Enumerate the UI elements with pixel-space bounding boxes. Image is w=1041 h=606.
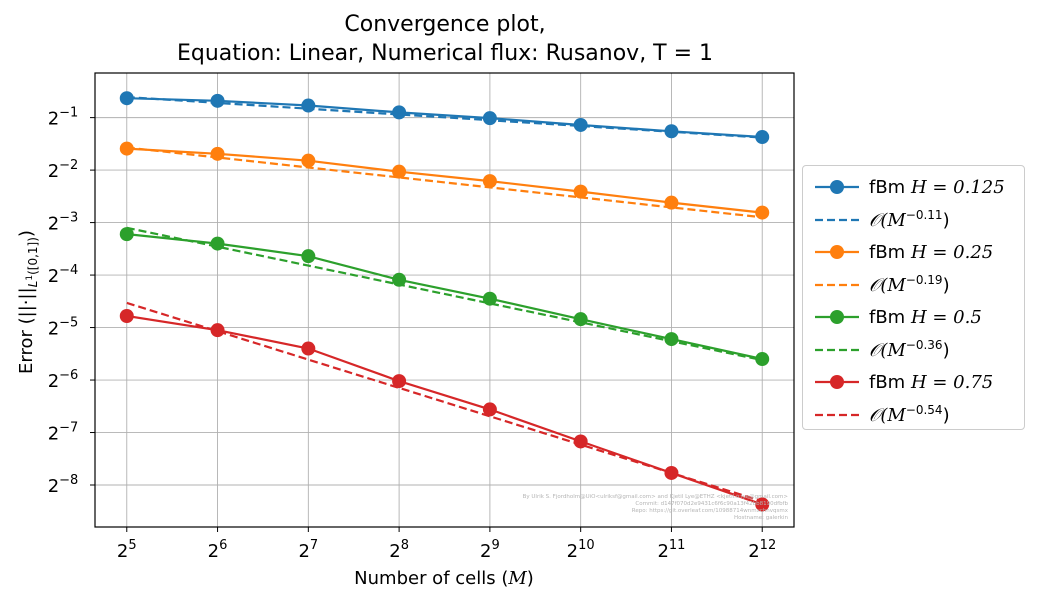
data-point xyxy=(392,374,407,389)
data-point xyxy=(119,227,134,242)
x-tick-label: 25 xyxy=(117,538,137,562)
legend-swatch xyxy=(815,218,859,221)
data-point xyxy=(301,153,316,168)
legend-label: fBm H = 0.75 xyxy=(869,371,994,393)
watermark-line: Commit: d147f070d2e9431c6f6c90a13f42bb81… xyxy=(635,501,788,507)
data-point xyxy=(210,93,225,108)
y-tick-label: 2−3 xyxy=(48,211,79,235)
series-line-2 xyxy=(126,147,763,214)
y-tick-label: 2−5 xyxy=(48,316,79,340)
y-tick-label: 2−8 xyxy=(48,473,79,497)
x-tick-label: 29 xyxy=(480,538,500,562)
watermark-line: Repo: https://git.overleaf.com/10988714w… xyxy=(631,508,788,514)
watermark-line: Hostname: galerkin xyxy=(734,515,788,521)
legend-label: fBm H = 0.5 xyxy=(869,306,982,328)
y-tick-label: 2−7 xyxy=(48,421,79,445)
legend-label: 𝒪(M−0.54) xyxy=(869,403,950,426)
fit-line-5 xyxy=(126,226,763,362)
x-tick-label: 27 xyxy=(298,538,318,562)
watermark: By Ulrik S. Fjordholm@UiO<ulriksf@gmail.… xyxy=(410,494,788,522)
legend-swatch xyxy=(815,245,859,259)
legend-label: 𝒪(M−0.11) xyxy=(869,208,950,231)
fit-line-7 xyxy=(126,301,763,503)
data-point xyxy=(755,205,770,220)
fit-line-3 xyxy=(126,146,763,219)
legend: fBm H = 0.125 𝒪(M−0.11) fBm H = 0.25 𝒪(M−0.… xyxy=(802,165,1025,430)
y-tick-label: 2−1 xyxy=(48,106,79,130)
legend-label: 𝒪(M−0.36) xyxy=(869,338,950,361)
x-tick-label: 211 xyxy=(657,538,685,562)
y-tick-label: 2−4 xyxy=(48,263,79,287)
x-axis-label: Number of cells (M) xyxy=(354,568,534,589)
legend-swatch xyxy=(815,310,859,324)
data-point xyxy=(482,402,497,417)
series-layer xyxy=(119,91,770,512)
data-point xyxy=(301,341,316,356)
y-tick-label: 2−2 xyxy=(48,158,79,182)
legend-swatch xyxy=(815,348,859,351)
fit-line-1 xyxy=(126,96,763,139)
chart-subtitle: Equation: Linear, Numerical flux: Rusano… xyxy=(176,41,714,66)
x-tick-label: 210 xyxy=(567,538,595,562)
legend-swatch xyxy=(815,375,859,389)
legend-swatch xyxy=(815,283,859,286)
data-point xyxy=(301,98,316,113)
axes-frame xyxy=(94,72,795,528)
y-axis-label: Error (||·||L1([0,1])) xyxy=(16,230,40,374)
watermark-line: By Ulrik S. Fjordholm@UiO<ulriksf@gmail.… xyxy=(522,494,788,500)
axis-ticks: 25 26 27 28 29 210 211 212 2−1 2−2 2−3 2−4 2−5 2−6 2−7… xyxy=(48,106,777,562)
data-point xyxy=(301,249,316,264)
data-point xyxy=(573,117,588,132)
data-point xyxy=(119,309,134,324)
x-tick-label: 28 xyxy=(389,538,409,562)
data-point xyxy=(392,105,407,120)
x-tick-label: 212 xyxy=(748,538,776,562)
data-point xyxy=(664,332,679,347)
data-point xyxy=(392,272,407,287)
data-point xyxy=(210,323,225,338)
legend-swatch xyxy=(815,413,859,416)
data-point xyxy=(573,434,588,449)
data-point xyxy=(392,164,407,179)
y-tick-label: 2−6 xyxy=(48,368,79,392)
data-point xyxy=(482,174,497,189)
legend-label: 𝒪(M−0.19) xyxy=(869,273,950,296)
legend-swatch xyxy=(815,180,859,194)
series-line-4 xyxy=(126,233,763,361)
legend-label: fBm H = 0.25 xyxy=(869,241,994,263)
data-point xyxy=(573,184,588,199)
chart-title: Convergence plot, xyxy=(344,12,546,37)
x-tick-label: 26 xyxy=(208,538,228,562)
grid-lines xyxy=(95,73,794,527)
data-point xyxy=(482,111,497,126)
legend-label: fBm H = 0.125 xyxy=(869,176,1005,198)
